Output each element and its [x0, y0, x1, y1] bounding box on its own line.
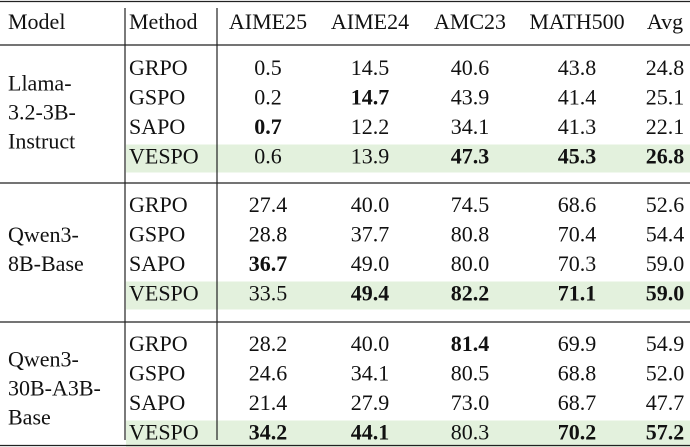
method-name: GRPO [129, 331, 188, 356]
model-name: Base [8, 404, 51, 429]
score-cell: 0.6 [254, 144, 282, 169]
method-name: VESPO [129, 420, 199, 445]
score-cell: 43.9 [451, 85, 490, 110]
row-highlight [126, 144, 690, 173]
score-cell: 47.3 [451, 144, 490, 169]
score-cell: 14.7 [351, 85, 390, 110]
column-header: Avg [647, 9, 683, 34]
score-cell: 25.1 [646, 85, 685, 110]
score-cell: 70.2 [558, 420, 597, 445]
score-cell: 71.1 [558, 281, 597, 306]
model-name: Llama- [8, 70, 72, 95]
score-cell: 81.4 [451, 331, 490, 356]
score-cell: 41.3 [558, 114, 597, 139]
method-name: GSPO [129, 222, 185, 247]
model-name: 30B-A3B- [8, 375, 101, 400]
method-name: GRPO [129, 192, 188, 217]
score-cell: 0.2 [254, 85, 282, 110]
score-cell: 44.1 [351, 420, 390, 445]
score-cell: 80.3 [451, 420, 490, 445]
score-cell: 59.0 [646, 281, 685, 306]
model-name: Qwen3- [8, 222, 79, 247]
column-header: MATH500 [529, 9, 624, 34]
method-name: VESPO [129, 281, 199, 306]
score-cell: 33.5 [249, 281, 288, 306]
method-name: VESPO [129, 144, 199, 169]
score-cell: 28.8 [249, 222, 288, 247]
score-cell: 14.5 [351, 55, 390, 80]
score-cell: 26.8 [646, 144, 685, 169]
method-name: GRPO [129, 55, 188, 80]
score-cell: 24.6 [249, 361, 288, 386]
row-highlight [126, 281, 690, 310]
score-cell: 52.6 [646, 192, 685, 217]
score-cell: 69.9 [558, 331, 597, 356]
score-cell: 41.4 [558, 85, 597, 110]
score-cell: 49.4 [351, 281, 390, 306]
score-cell: 40.0 [351, 331, 390, 356]
score-cell: 74.5 [451, 192, 490, 217]
column-header: AIME24 [331, 9, 409, 34]
model-name: Qwen3- [8, 346, 79, 371]
score-cell: 34.1 [351, 361, 390, 386]
score-cell: 54.4 [646, 222, 685, 247]
score-cell: 40.6 [451, 55, 490, 80]
score-cell: 68.6 [558, 192, 597, 217]
score-cell: 34.1 [451, 114, 490, 139]
score-cell: 27.4 [249, 192, 288, 217]
score-cell: 80.8 [451, 222, 490, 247]
score-cell: 21.4 [249, 390, 288, 415]
method-name: SAPO [129, 114, 185, 139]
model-name: 3.2-3B- [8, 99, 76, 124]
score-cell: 0.7 [254, 114, 282, 139]
score-cell: 49.0 [351, 251, 390, 276]
score-cell: 68.7 [558, 390, 597, 415]
score-cell: 80.0 [451, 251, 490, 276]
score-cell: 52.0 [646, 361, 685, 386]
score-cell: 40.0 [351, 192, 390, 217]
score-cell: 43.8 [558, 55, 597, 80]
score-cell: 80.5 [451, 361, 490, 386]
score-cell: 36.7 [249, 251, 288, 276]
score-cell: 0.5 [254, 55, 282, 80]
score-cell: 34.2 [249, 420, 288, 445]
method-name: GSPO [129, 361, 185, 386]
score-cell: 47.7 [646, 390, 685, 415]
score-cell: 82.2 [451, 281, 490, 306]
score-cell: 45.3 [558, 144, 597, 169]
column-header: AIME25 [229, 9, 307, 34]
method-name: GSPO [129, 85, 185, 110]
method-name: SAPO [129, 390, 185, 415]
score-cell: 70.3 [558, 251, 597, 276]
model-name: Instruct [8, 128, 75, 153]
score-cell: 54.9 [646, 331, 685, 356]
column-header: Model [8, 9, 65, 34]
score-cell: 37.7 [351, 222, 390, 247]
model-name: 8B-Base [8, 251, 84, 276]
row-highlight [126, 420, 690, 447]
score-cell: 27.9 [351, 390, 390, 415]
method-name: SAPO [129, 251, 185, 276]
score-cell: 70.4 [558, 222, 597, 247]
column-header: AMC23 [434, 9, 506, 34]
score-cell: 28.2 [249, 331, 288, 356]
score-cell: 24.8 [646, 55, 685, 80]
score-cell: 73.0 [451, 390, 490, 415]
score-cell: 12.2 [351, 114, 390, 139]
score-cell: 57.2 [646, 420, 685, 445]
column-header: Method [129, 9, 197, 34]
score-cell: 22.1 [646, 114, 685, 139]
score-cell: 59.0 [646, 251, 685, 276]
score-cell: 68.8 [558, 361, 597, 386]
score-cell: 13.9 [351, 144, 390, 169]
